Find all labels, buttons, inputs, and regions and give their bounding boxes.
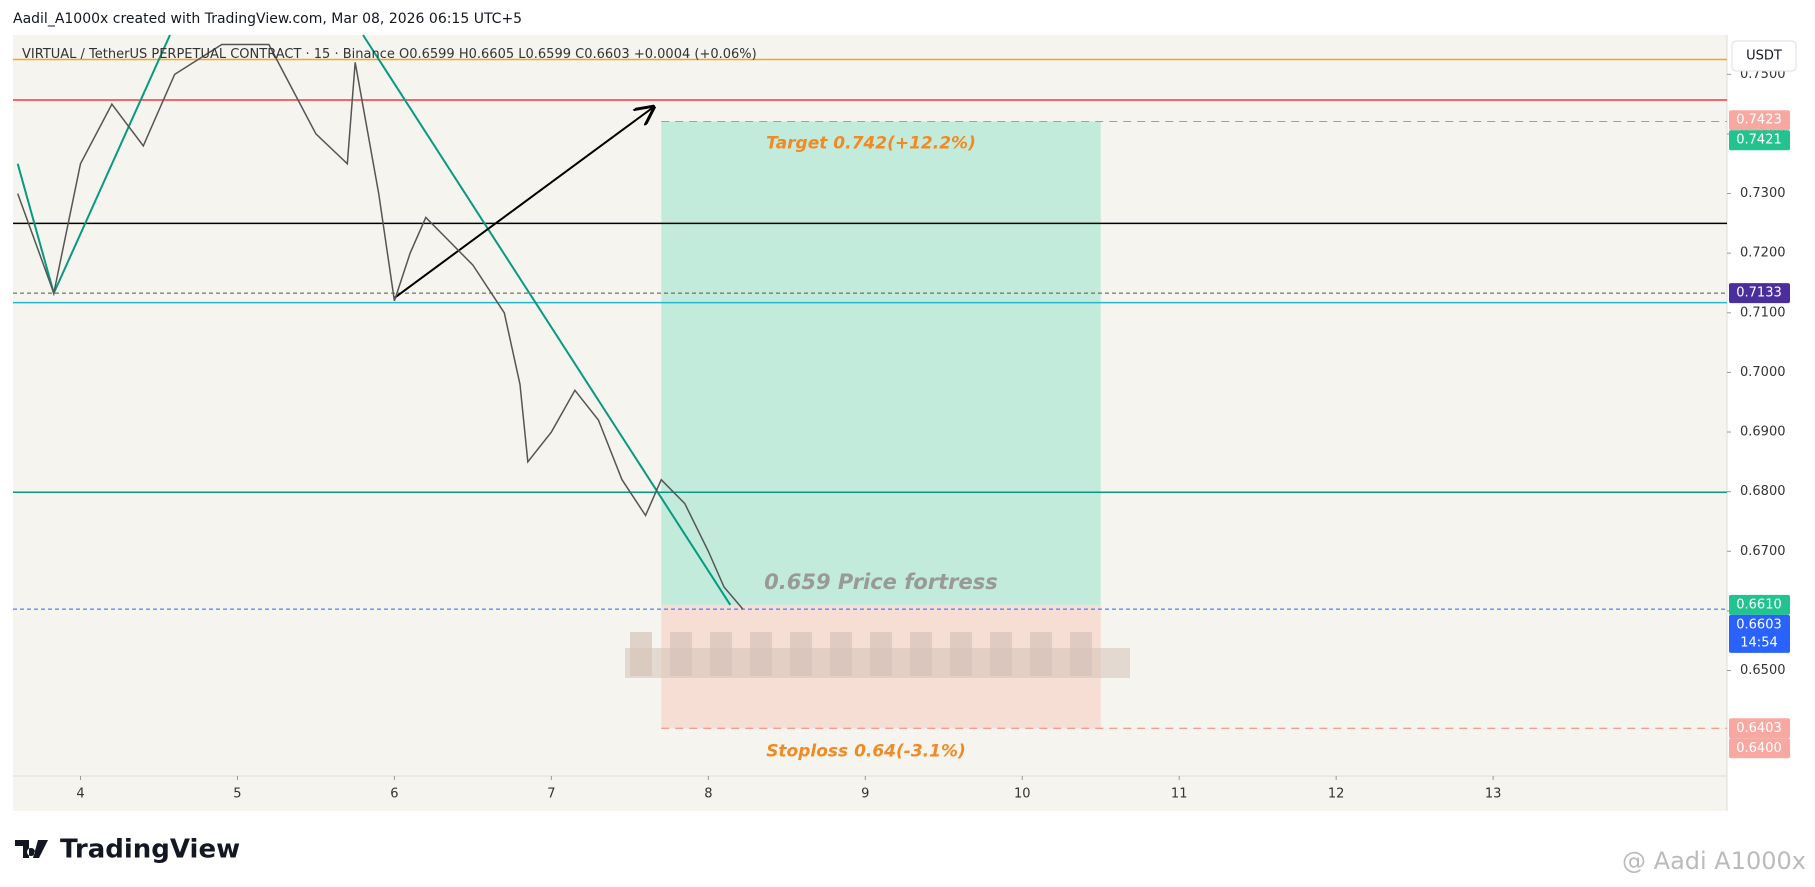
y-tick-label: 0.6800 — [1740, 484, 1786, 499]
y-tick-label: 0.6900 — [1740, 425, 1786, 440]
brand: TradingView — [60, 835, 240, 865]
ohlc: H0.6605 — [459, 47, 514, 62]
logo: TradingView — [15, 835, 240, 865]
ohlc: O0.6599 — [399, 47, 455, 62]
price-label: 0.6400 — [1736, 741, 1782, 756]
price-label-bg — [1729, 110, 1790, 131]
castle-wall — [625, 648, 1130, 678]
y-tick-label: 0.7000 — [1740, 365, 1786, 380]
x-tick-label: 11 — [1171, 787, 1188, 802]
price-label-bg — [1729, 614, 1790, 653]
chart: 0.65000.66000.67000.68000.69000.70000.71… — [13, 34, 1790, 802]
trendline — [362, 34, 732, 606]
x-tick-label: 4 — [76, 787, 84, 802]
price-label: 0.6603 — [1736, 617, 1782, 632]
x-tick-label: 9 — [861, 787, 869, 802]
price-label-time: 14:54 — [1740, 635, 1777, 650]
y-tick-label: 0.7200 — [1740, 246, 1786, 261]
x-tick-label: 10 — [1014, 787, 1031, 802]
price-line — [17, 43, 744, 610]
stop-label: Stoploss 0.64(-3.1%) — [766, 741, 966, 761]
ohlc: +0.0004 (+0.06%) — [634, 47, 757, 62]
fortress-label: 0.659 Price fortress — [764, 570, 998, 594]
ohlc: L0.6599 — [518, 47, 571, 62]
x-tick-label: 12 — [1328, 787, 1345, 802]
y-tick-label: 0.6700 — [1740, 544, 1786, 559]
x-tick-label: 7 — [547, 787, 555, 802]
price-label: 0.7421 — [1736, 133, 1782, 148]
price-label: 0.6610 — [1736, 597, 1782, 612]
price-label-bg — [1729, 130, 1790, 151]
target-label: Target 0.742(+12.2%) — [766, 133, 976, 153]
y-tick-label: 0.6500 — [1740, 663, 1786, 678]
x-tick-label: 5 — [233, 787, 241, 802]
legend-line: VIRTUAL / TetherUS PERPETUAL CONTRACT · … — [22, 47, 757, 62]
ohlc: C0.6603 — [575, 47, 630, 62]
currency[interactable]: USDT — [1746, 49, 1782, 64]
price-label: 0.6403 — [1736, 721, 1782, 736]
price-label-bg — [1729, 283, 1790, 304]
price-label-bg — [1729, 738, 1790, 759]
target-zone — [661, 121, 1101, 605]
header: Aadil_A1000x created with TradingView.co… — [13, 11, 522, 27]
price-label-bg — [1729, 594, 1790, 615]
y-tick-label: 0.7100 — [1740, 305, 1786, 320]
price-axis-bg — [1728, 35, 1800, 811]
currency-button[interactable] — [1731, 40, 1797, 72]
y-tick-label: 0.7300 — [1740, 186, 1786, 201]
price-label-bg — [1729, 718, 1790, 739]
x-tick-label: 13 — [1485, 787, 1502, 802]
symbol: VIRTUAL / TetherUS PERPETUAL CONTRACT · … — [22, 47, 395, 62]
time-axis-bg — [13, 776, 1727, 811]
watermark: @ Aadi A1000x — [1622, 847, 1806, 875]
price-label: 0.7423 — [1736, 113, 1782, 128]
x-tick-label: 6 — [390, 787, 398, 802]
price-label: 0.7133 — [1736, 286, 1782, 301]
trendline — [393, 107, 653, 299]
x-tick-label: 8 — [704, 787, 712, 802]
